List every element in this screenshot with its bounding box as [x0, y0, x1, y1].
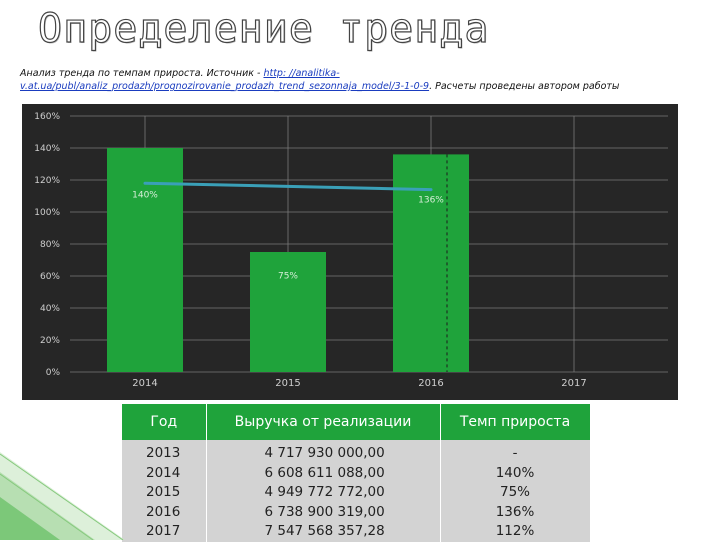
bar-value-label: 75% — [278, 271, 298, 281]
table-row: 2016 6 738 900 319,00 136% — [122, 502, 591, 522]
table-row: 2015 4 949 772 772,00 75% — [122, 483, 591, 503]
table-header-row: Год Выручка от реализации Темп прироста — [122, 404, 591, 440]
x-tick-label: 2014 — [132, 378, 157, 389]
table-row: 2017 7 547 568 357,28 112% — [122, 522, 591, 542]
y-tick-label: 140% — [34, 144, 60, 154]
bar-value-label: 136% — [418, 195, 444, 205]
cell-growth: 140% — [440, 463, 591, 483]
cell-revenue: 4 717 930 000,00 — [206, 440, 441, 464]
source-link-part2[interactable]: v.at.ua/publ/analiz_prodazh/prognozirova… — [20, 81, 430, 92]
bar — [393, 154, 469, 372]
header-growth-rate: Темп прироста — [440, 404, 591, 440]
cell-year: 2017 — [122, 522, 207, 542]
cell-year: 2013 — [122, 440, 207, 464]
y-tick-label: 120% — [34, 176, 60, 186]
cell-revenue: 6 608 611 088,00 — [206, 463, 441, 483]
cell-revenue: 4 949 772 772,00 — [206, 483, 441, 503]
cell-year: 2015 — [122, 483, 207, 503]
table-row: 2013 4 717 930 000,00 - — [122, 440, 591, 464]
bar — [107, 148, 183, 372]
y-tick-label: 160% — [34, 112, 60, 122]
y-tick-label: 0% — [46, 368, 61, 378]
cell-year: 2014 — [122, 463, 207, 483]
y-tick-label: 60% — [40, 272, 60, 282]
corner-decoration — [0, 452, 125, 540]
y-tick-label: 40% — [40, 304, 60, 314]
cell-growth: 112% — [440, 522, 591, 542]
source-caption: Анализ тренда по темпам прироста. Источн… — [20, 67, 720, 92]
bar-value-label: 140% — [132, 190, 158, 200]
y-tick-label: 100% — [34, 208, 60, 218]
cell-growth: 136% — [440, 502, 591, 522]
x-tick-label: 2016 — [418, 378, 443, 389]
slide-title: Определение тренда — [37, 5, 490, 52]
revenue-table: Год Выручка от реализации Темп прироста … — [122, 404, 591, 542]
y-tick-label: 20% — [40, 336, 60, 346]
table-row: 2014 6 608 611 088,00 140% — [122, 463, 591, 483]
header-year: Год — [122, 404, 207, 440]
trend-line — [143, 181, 433, 192]
cell-year: 2016 — [122, 502, 207, 522]
header-revenue: Выручка от реализации — [206, 404, 441, 440]
source-link-part1[interactable]: http: //analitika- — [263, 68, 340, 79]
y-tick-label: 80% — [40, 240, 60, 250]
cell-growth: 75% — [440, 483, 591, 503]
caption-suffix: . Расчеты проведены автором работы — [429, 81, 620, 92]
x-tick-label: 2017 — [561, 378, 586, 389]
caption-prefix: Анализ тренда по темпам прироста. Источн… — [20, 68, 264, 79]
x-tick-label: 2015 — [275, 378, 300, 389]
growth-chart: 160% 140% 120% 100% 80% 60% 40% 20% 0% 2014 2015 20… — [22, 104, 678, 400]
cell-growth: - — [440, 440, 591, 464]
bar — [250, 252, 326, 372]
cell-revenue: 6 738 900 319,00 — [206, 502, 441, 522]
cell-revenue: 7 547 568 357,28 — [206, 522, 441, 542]
growth-chart-svg: 160% 140% 120% 100% 80% 60% 40% 20% 0% 2014 2015 20… — [34, 112, 668, 389]
